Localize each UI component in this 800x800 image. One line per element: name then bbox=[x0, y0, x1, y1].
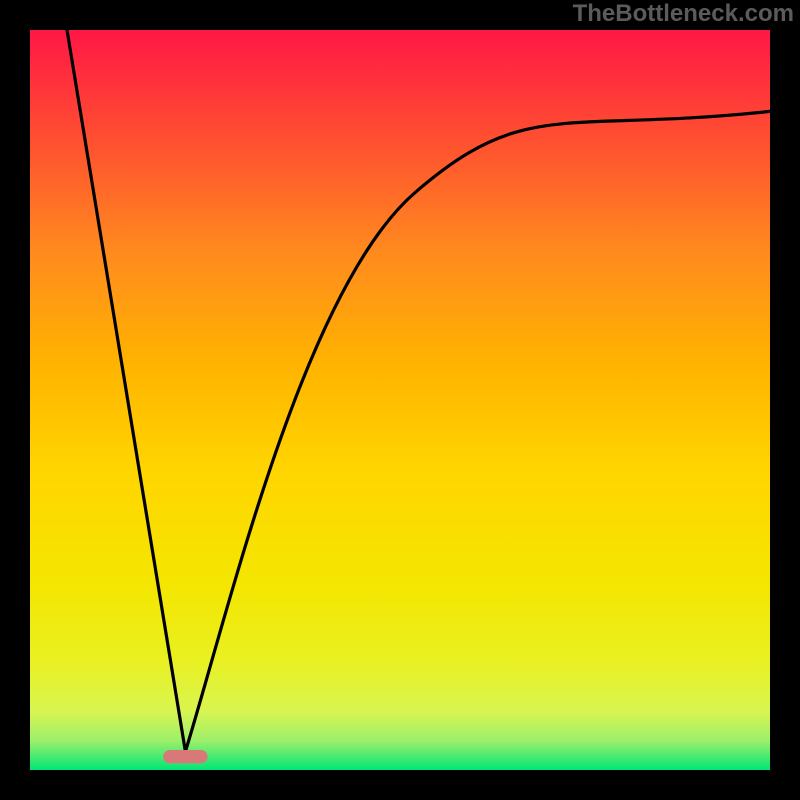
optimal-marker bbox=[163, 750, 207, 763]
plot-background bbox=[30, 30, 770, 770]
watermark-text: TheBottleneck.com bbox=[573, 0, 794, 28]
chart-stage: TheBottleneck.com bbox=[0, 0, 800, 800]
bottleneck-chart bbox=[0, 0, 800, 800]
